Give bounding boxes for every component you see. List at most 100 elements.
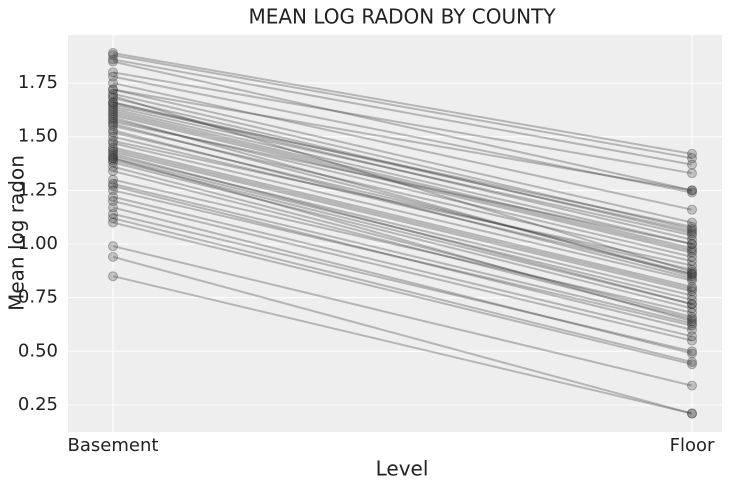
series-line xyxy=(112,60,693,192)
point xyxy=(687,303,697,314)
point xyxy=(687,320,697,331)
point xyxy=(687,316,697,327)
series-line xyxy=(112,120,693,245)
point xyxy=(687,185,697,196)
series-line xyxy=(112,82,693,211)
point xyxy=(108,178,118,189)
point xyxy=(108,181,118,192)
series-line xyxy=(112,114,693,254)
point xyxy=(687,324,697,335)
series-line xyxy=(112,92,693,230)
point xyxy=(108,217,118,228)
point xyxy=(108,196,118,207)
point xyxy=(108,127,118,138)
point xyxy=(108,99,118,110)
point xyxy=(108,71,118,82)
point xyxy=(687,408,697,419)
y-tick-label: 1.50 xyxy=(18,126,58,147)
point xyxy=(108,93,118,104)
series-line xyxy=(112,178,693,314)
point xyxy=(108,138,118,149)
point xyxy=(108,151,118,162)
point xyxy=(687,223,697,234)
point xyxy=(108,103,118,114)
point xyxy=(687,256,697,267)
point xyxy=(108,54,118,65)
series-line xyxy=(112,135,693,276)
point xyxy=(687,266,697,277)
series-line xyxy=(112,71,693,175)
series-line xyxy=(112,58,693,166)
point xyxy=(108,153,118,164)
series-line xyxy=(112,94,693,273)
y-tick-label: 1.75 xyxy=(18,72,58,93)
series-line xyxy=(112,101,693,233)
series-line xyxy=(112,221,693,366)
series-line xyxy=(112,245,693,387)
series-line xyxy=(112,118,693,258)
point xyxy=(108,208,118,219)
point xyxy=(687,243,697,254)
point xyxy=(108,118,118,129)
point xyxy=(687,311,697,322)
point xyxy=(687,228,697,239)
series-line xyxy=(112,165,693,318)
point xyxy=(687,290,697,301)
series-line xyxy=(112,161,693,310)
y-tick-label: 0.75 xyxy=(18,287,58,308)
series-line xyxy=(112,159,693,306)
y-tick-label: 0.25 xyxy=(18,394,58,415)
series-line xyxy=(112,54,693,160)
point xyxy=(108,153,118,164)
series-line xyxy=(112,148,693,291)
point xyxy=(687,273,697,284)
series-line xyxy=(112,101,693,241)
point xyxy=(108,84,118,95)
point xyxy=(687,247,697,258)
series-line xyxy=(112,170,693,321)
point xyxy=(687,348,697,359)
series-line xyxy=(112,103,693,228)
point xyxy=(687,286,697,297)
point xyxy=(108,166,118,177)
point xyxy=(108,185,118,196)
point xyxy=(108,144,118,155)
point xyxy=(108,88,118,99)
series-line xyxy=(112,152,693,306)
point xyxy=(108,174,118,185)
point xyxy=(687,359,697,370)
point xyxy=(687,239,697,250)
y-tick-label: 1.00 xyxy=(18,233,58,254)
point xyxy=(108,48,118,59)
point xyxy=(687,148,697,159)
point xyxy=(108,120,118,131)
series-line xyxy=(112,155,693,297)
series-line xyxy=(112,189,693,327)
point xyxy=(687,260,697,271)
x-axis-label: Level xyxy=(376,457,429,481)
point xyxy=(108,56,118,67)
point xyxy=(687,294,697,305)
point xyxy=(108,114,118,125)
point xyxy=(108,110,118,121)
point xyxy=(687,230,697,241)
plot-area xyxy=(68,35,722,432)
point xyxy=(687,168,697,179)
point xyxy=(687,380,697,391)
series-line xyxy=(112,112,693,252)
point xyxy=(108,97,118,108)
point xyxy=(687,331,697,342)
series-line xyxy=(112,150,693,293)
point xyxy=(687,153,697,164)
point xyxy=(108,78,118,89)
series-line xyxy=(112,185,693,331)
point xyxy=(108,157,118,168)
y-tick-label: 0.50 xyxy=(18,340,58,361)
point xyxy=(687,346,697,357)
point xyxy=(687,269,697,280)
series-line xyxy=(112,88,693,192)
point xyxy=(687,284,697,295)
series-line xyxy=(112,122,693,276)
series-line xyxy=(112,105,693,237)
point xyxy=(108,108,118,119)
